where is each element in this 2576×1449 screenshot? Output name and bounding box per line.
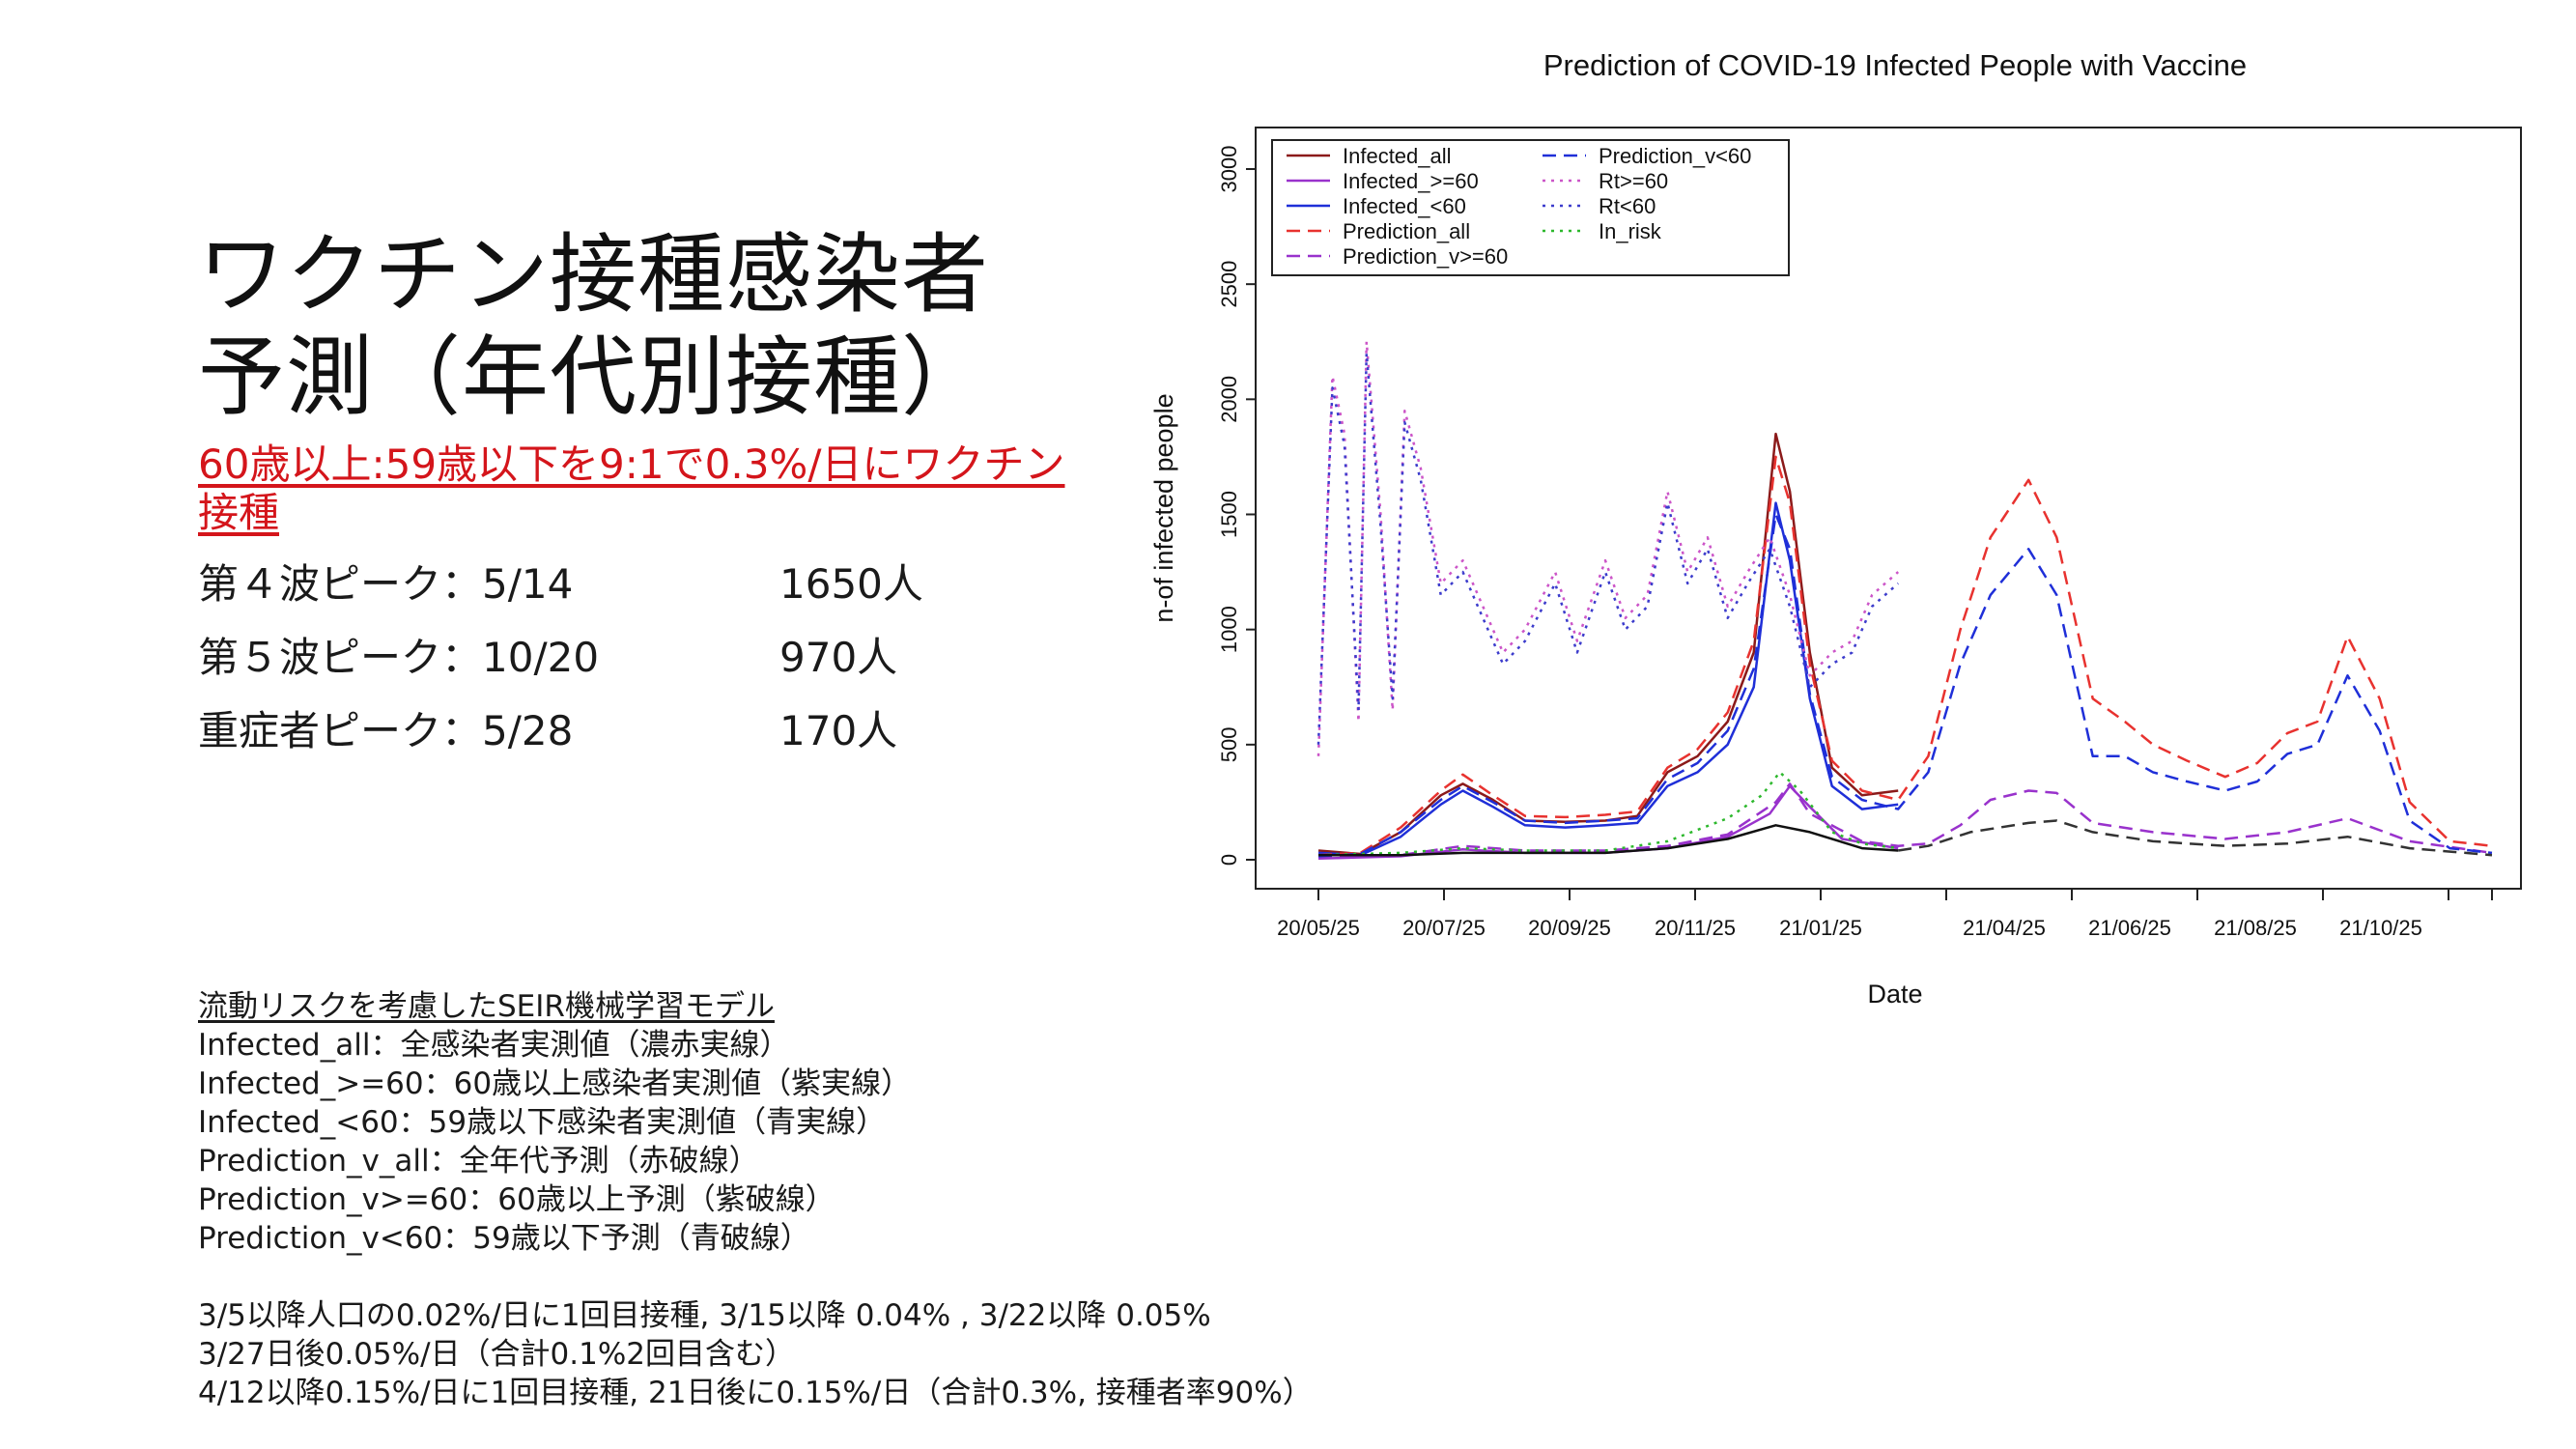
- series-rt-60-line: [1316, 352, 1900, 745]
- slide-subtitle: 60歳以上:59歳以下を9:1で0.3%/日にワクチン接種: [198, 440, 1065, 536]
- x-tick-label: 21/08/25: [2214, 916, 2297, 940]
- series-unlabeled-10-line: [1898, 819, 2493, 857]
- x-axis-label: Date: [1867, 980, 1922, 1009]
- x-tick-label: 21/06/25: [2088, 916, 2171, 940]
- legend-label: In_risk: [1599, 219, 1662, 243]
- plot-area: [1255, 127, 2522, 890]
- series-prediction-v-60-line: [1317, 513, 2493, 858]
- x-tick-label: 20/05/25: [1277, 916, 1360, 940]
- slide-title: ワクチン接種感染者 予測（年代別接種）: [198, 224, 989, 429]
- legend-label: Prediction_v<60: [1599, 144, 1751, 168]
- series-lines: [1316, 340, 2493, 861]
- series-prediction-all-line: [1317, 455, 2493, 857]
- peak-value: 1650人: [779, 560, 923, 608]
- legend-label: Rt>=60: [1599, 169, 1668, 193]
- y-tick-label: 1000: [1217, 606, 1241, 653]
- slide-title-line-2: 予測（年代別接種）: [198, 327, 989, 428]
- y-tick-label: 2000: [1217, 376, 1241, 423]
- x-tick-label: 20/09/25: [1528, 916, 1611, 940]
- series-prediction-v-60-line: [1317, 782, 2493, 859]
- chart-title: Prediction of COVID-19 Infected People w…: [1543, 48, 2247, 82]
- legend-note: Prediction_v_all：全年代予測（赤破線）: [198, 1144, 759, 1179]
- legend-label: Prediction_all: [1343, 219, 1470, 243]
- legend-note: Prediction_v>=60：60歳以上予測（紫破線）: [198, 1182, 835, 1217]
- model-notes: 流動リスクを考慮したSEIR機械学習モデル Infected_all：全感染者実…: [198, 987, 1313, 1412]
- legend-note: Infected_>=60：60歳以上感染者実測値（紫実線）: [198, 1066, 912, 1101]
- y-tick-label: 2500: [1217, 261, 1241, 308]
- legend-label: Prediction_v>=60: [1343, 244, 1508, 269]
- legend-label: Infected_<60: [1343, 194, 1466, 218]
- x-tick-label: 21/01/25: [1779, 916, 1862, 940]
- series-infected-60-line: [1317, 501, 1899, 857]
- y-tick-label: 3000: [1217, 146, 1241, 193]
- y-tick-label: 0: [1217, 854, 1241, 866]
- legend-label: Infected_all: [1343, 144, 1452, 168]
- y-tick-label: 500: [1217, 726, 1241, 762]
- y-axis: 0 500 1000 1500 2000 2500 3000: [1217, 146, 1256, 866]
- spacer: [198, 1258, 1313, 1296]
- peak-value: 970人: [779, 634, 898, 681]
- peak-label: 第５波ピーク：10/20: [198, 634, 600, 681]
- vaccination-note: 3/27日後0.05%/日（合計0.1%2回目含む）: [198, 1337, 796, 1372]
- legend-note: Prediction_v<60：59歳以下予測（青破線）: [198, 1221, 810, 1256]
- peak-label: 第４波ピーク：5/14: [198, 560, 574, 608]
- covid-prediction-chart: Prediction of COVID-19 Infected People w…: [1149, 48, 2522, 1009]
- series-unlabeled-9-line: [1318, 824, 1899, 857]
- vaccination-note: 4/12以降0.15%/日に1回目接種, 21日後に0.15%/日（合計0.3%…: [198, 1376, 1313, 1410]
- legend-note: Infected_all：全感染者実測値（濃赤実線）: [198, 1028, 790, 1063]
- slide-title-line-1: ワクチン接種感染者: [198, 224, 989, 326]
- x-tick-label: 21/04/25: [1963, 916, 2046, 940]
- x-tick-label: 20/11/25: [1655, 916, 1736, 940]
- x-tick-label: 20/07/25: [1402, 916, 1486, 940]
- legend-box: [1271, 139, 1790, 276]
- y-tick-label: 1500: [1217, 491, 1241, 538]
- x-tick-label: 21/10/25: [2339, 916, 2422, 940]
- series-infected-all-line: [1317, 432, 1899, 856]
- model-title: 流動リスクを考慮したSEIR機械学習モデル: [198, 989, 775, 1024]
- legend: Infected_allInfected_>=60Infected_<60Pre…: [1271, 139, 1790, 276]
- legend-label: Infected_>=60: [1343, 169, 1479, 193]
- peak-value: 170人: [779, 707, 898, 754]
- legend-note: Infected_<60：59歳以下感染者実測値（青実線）: [198, 1105, 887, 1140]
- legend-label: Rt<60: [1599, 194, 1656, 218]
- vaccination-note: 3/5以降人口の0.02%/日に1回目接種, 3/15以降 0.04% , 3/…: [198, 1298, 1211, 1333]
- series-rt-60-line: [1316, 340, 1900, 756]
- peak-label: 重症者ピーク：5/28: [198, 707, 574, 754]
- x-axis: 20/05/25 20/07/25 20/09/25 20/11/25 21/01/25…: [1277, 889, 2493, 940]
- y-axis-label: n-of infected people: [1149, 393, 1178, 622]
